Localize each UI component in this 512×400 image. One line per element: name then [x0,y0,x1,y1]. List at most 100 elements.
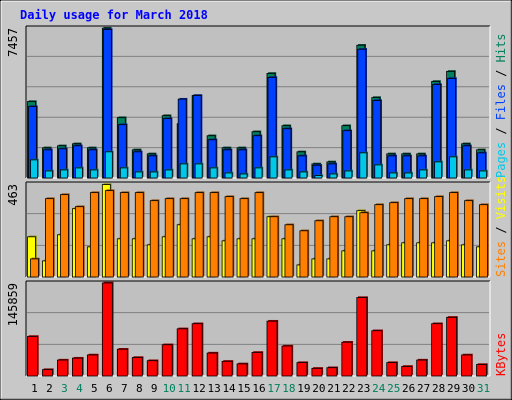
bar [45,198,54,278]
bar [359,212,369,278]
x-tick-label: 4 [76,382,83,395]
bar [161,344,173,377]
bar [89,192,99,278]
x-tick-label: 20 [312,382,325,395]
bar [269,216,279,278]
bar [341,341,353,377]
bar [191,323,203,377]
bar [266,320,278,377]
bar [209,192,219,278]
legend-part: Hits [494,33,508,62]
bar [45,170,53,179]
chart-title: Daily usage for March 2018 [20,8,208,22]
x-tick-label: 19 [297,382,310,395]
legend-part: / [494,219,508,241]
bar [404,198,414,278]
x-axis-labels: 1 2 3 4 5 6 7 8 9 10 11 12 13 14 15 16 17 18 19 20 21 22 23 24 2… [31,382,490,395]
bar [326,367,338,377]
bar [72,357,83,377]
bar [27,336,38,377]
bar [299,171,308,179]
bar [419,169,428,179]
x-tick-label: 29 [447,382,460,395]
bar [30,159,38,179]
axis-legend: Sites / Visits [494,176,508,277]
legend-part: / [494,120,508,142]
bar [374,204,384,278]
legend-part: Sites [494,241,508,277]
x-tick-label: 6 [106,382,113,395]
bar [164,198,174,278]
bar [386,362,398,377]
bar [164,169,173,179]
bar [86,354,98,377]
bar [119,167,128,179]
legend-part: KBytes [494,333,508,376]
axis-legend: Pages / Files / Hits [494,33,508,178]
bar [57,359,68,377]
bar [30,258,39,278]
bar [296,362,308,377]
series-sites [30,189,489,278]
bar [149,171,158,179]
bar [314,175,323,179]
bar [434,161,443,179]
bar [329,173,338,179]
x-tick-label: 21 [327,382,340,395]
bar [389,172,398,179]
bar [299,230,309,278]
bar [314,220,324,278]
bar [479,204,488,278]
bar [269,156,278,179]
bar [224,196,234,278]
bar [89,169,98,179]
y-max-label: 463 [6,184,20,206]
y-max-label: 145859 [6,283,20,326]
bar [329,216,339,278]
bar [284,224,294,278]
x-tick-label: 23 [357,382,370,395]
x-tick-label: 1 [31,382,38,395]
bar [221,360,233,377]
x-tick-label: 2 [46,382,53,395]
bar [359,152,368,179]
x-tick-label: 16 [252,382,265,395]
bar [179,163,188,179]
x-tick-label: 25 [387,382,400,395]
x-tick-label: 26 [402,382,415,395]
bar [404,172,413,179]
series-kbytes [27,281,488,377]
x-tick-label: 12 [193,382,206,395]
bar [464,200,473,278]
panel-kbytes: 145859 KBytes [6,280,508,377]
bar [431,323,443,377]
bar [194,163,203,179]
x-tick-label: 28 [432,382,445,395]
bar [75,206,84,278]
series-files [28,28,487,179]
bar [104,151,113,179]
bar [446,316,457,377]
bar [239,198,249,278]
bar [131,357,143,377]
bar [176,328,188,377]
bar [434,196,444,278]
x-tick-label: 27 [417,382,430,395]
bar [476,364,487,377]
legend-part: Files [494,84,508,120]
x-tick-label: 31 [477,382,490,395]
bar [75,167,83,179]
bar [146,360,158,377]
bar [254,167,263,179]
bar [134,192,144,278]
bar [311,367,323,377]
bar [60,194,69,278]
bar [356,297,368,377]
x-tick-label: 8 [136,382,143,395]
x-tick-label: 9 [151,382,158,395]
bar [42,369,53,377]
x-tick-label: 24 [372,382,386,395]
bar [254,192,264,278]
x-tick-label: 14 [222,382,236,395]
